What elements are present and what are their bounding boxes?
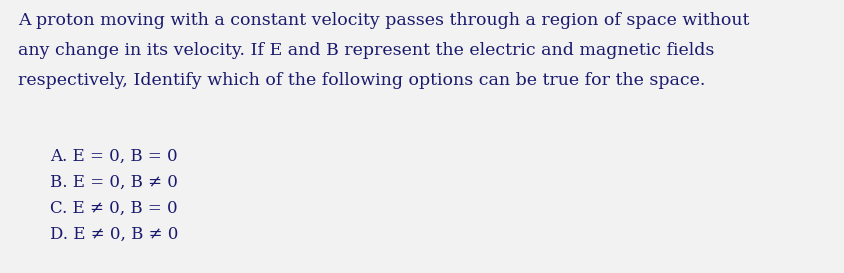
- Text: C. E ≠ 0, B = 0: C. E ≠ 0, B = 0: [50, 200, 177, 217]
- Text: respectively, Identify which of the following options can be true for the space.: respectively, Identify which of the foll…: [18, 72, 705, 89]
- Text: A proton moving with a constant velocity passes through a region of space withou: A proton moving with a constant velocity…: [18, 12, 749, 29]
- Text: B. E = 0, B ≠ 0: B. E = 0, B ≠ 0: [50, 174, 178, 191]
- Text: A. E = 0, B = 0: A. E = 0, B = 0: [50, 148, 177, 165]
- Text: any change in its velocity. If E and B represent the electric and magnetic field: any change in its velocity. If E and B r…: [18, 42, 713, 59]
- Text: D. E ≠ 0, B ≠ 0: D. E ≠ 0, B ≠ 0: [50, 226, 178, 243]
